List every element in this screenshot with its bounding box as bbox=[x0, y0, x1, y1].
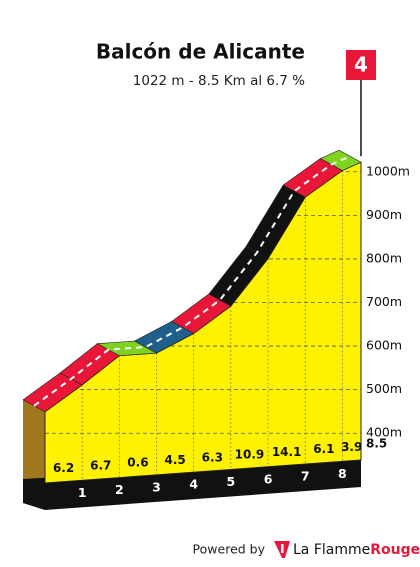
x-tick-label: 5 bbox=[227, 474, 236, 489]
gradient-label: 6.7 bbox=[90, 458, 111, 472]
x-tick-label: 8.5 bbox=[366, 437, 387, 451]
gradient-label: 0.6 bbox=[127, 456, 148, 470]
chart-subtitle: 1022 m - 8.5 Km al 6.7 % bbox=[133, 73, 305, 89]
gradient-label: 4.5 bbox=[164, 453, 185, 467]
x-tick-label: 6 bbox=[264, 471, 273, 486]
footer-brand-main: La Flamme bbox=[293, 542, 370, 558]
x-tick-label: 2 bbox=[115, 482, 124, 497]
x-tick-label: 7 bbox=[301, 469, 310, 484]
y-tick-label: 900m bbox=[366, 207, 402, 222]
footer-logo bbox=[274, 541, 290, 558]
x-tick-label: 3 bbox=[152, 479, 161, 494]
gradient-label: 14.1 bbox=[272, 445, 302, 459]
x-tick-label: 1 bbox=[78, 485, 87, 500]
y-tick-label: 600m bbox=[366, 338, 402, 353]
flag bbox=[346, 50, 376, 80]
center-line bbox=[33, 155, 351, 407]
y-tick-label: 1000m bbox=[366, 163, 410, 178]
y-tick-label: 500m bbox=[366, 381, 402, 396]
x-tick-label: 4 bbox=[189, 477, 198, 492]
y-tick-label: 800m bbox=[366, 250, 402, 265]
gradient-label: 6.3 bbox=[202, 450, 223, 464]
footer-powered: Powered by bbox=[193, 542, 266, 557]
gradient-band bbox=[319, 149, 362, 171]
base-band bbox=[23, 460, 361, 510]
gradient-label: 3.9 bbox=[341, 440, 362, 454]
x-tick-label: 8 bbox=[338, 466, 347, 481]
footer-brand: La FlammeRouge bbox=[293, 542, 420, 558]
gradient-label: 10.9 bbox=[235, 448, 265, 462]
chart-title: Balcón de Alicante bbox=[96, 40, 305, 64]
y-tick-label: 700m bbox=[366, 294, 402, 309]
y-tick-label: 400m bbox=[366, 425, 402, 440]
gradient-label: 6.2 bbox=[53, 461, 74, 475]
gradient-label: 6.1 bbox=[313, 442, 334, 456]
category-badge: 4 bbox=[354, 53, 368, 77]
footer-brand-accent: Rouge bbox=[370, 542, 420, 558]
